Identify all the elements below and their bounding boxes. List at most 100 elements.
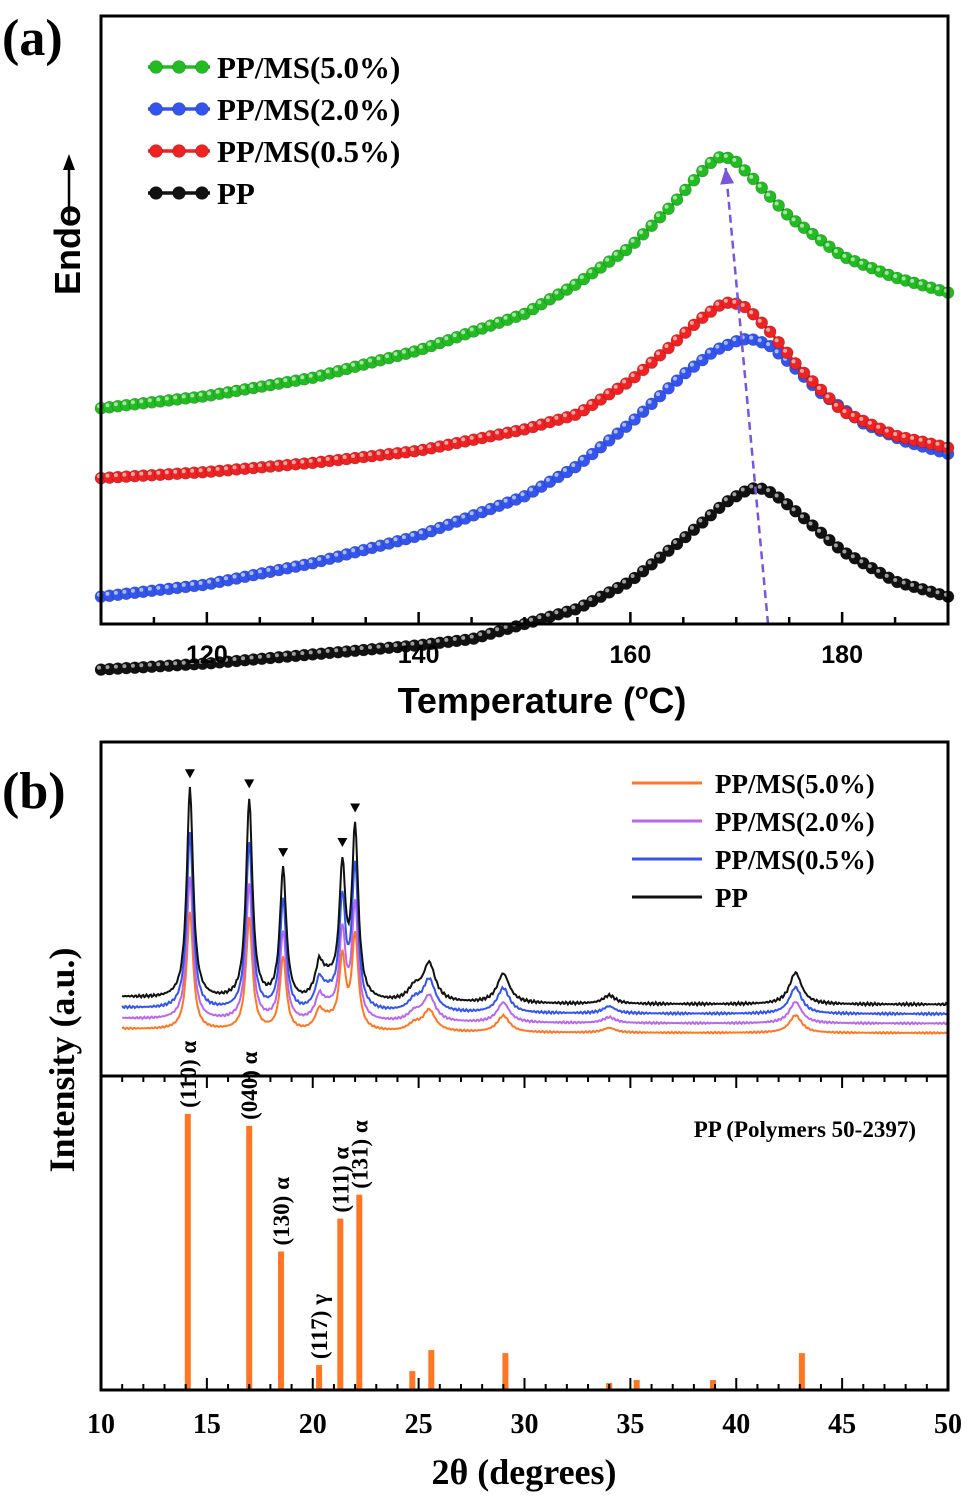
- dsc-marker-highlight: [596, 263, 601, 268]
- dsc-marker-highlight: [444, 637, 449, 642]
- dsc-marker-highlight: [825, 394, 830, 399]
- dsc-marker-highlight: [418, 344, 423, 349]
- reference-bar: [316, 1365, 323, 1389]
- dsc-marker-highlight: [334, 648, 339, 653]
- dsc-marker-highlight: [808, 377, 813, 382]
- dsc-marker-highlight: [537, 420, 542, 425]
- dsc-marker-highlight: [783, 348, 788, 353]
- dsc-marker-highlight: [562, 413, 567, 418]
- dsc-marker-highlight: [291, 460, 296, 465]
- dsc-marker-highlight: [241, 572, 245, 577]
- dsc-marker-highlight: [715, 344, 720, 349]
- dsc-marker-highlight: [715, 503, 720, 508]
- dsc-marker-highlight: [935, 441, 940, 446]
- dsc-marker-highlight: [427, 527, 432, 532]
- dsc-marker-highlight: [689, 320, 694, 325]
- dsc-marker-highlight: [673, 540, 677, 544]
- dsc-marker-highlight: [351, 362, 356, 367]
- dsc-series-pp: [94, 482, 955, 676]
- dsc-marker-highlight: [418, 640, 423, 645]
- dsc-marker-highlight: [164, 396, 169, 401]
- dsc-series-pp-ms-0-5: [94, 296, 955, 485]
- dsc-marker-highlight: [757, 318, 762, 323]
- peak-marker: [350, 803, 361, 813]
- dsc-marker-highlight: [410, 447, 415, 452]
- dsc-marker-highlight: [817, 385, 821, 390]
- dsc-marker-highlight: [401, 349, 406, 354]
- dsc-marker-highlight: [935, 590, 940, 595]
- dsc-marker-highlight: [173, 583, 178, 588]
- dsc-marker-highlight: [198, 392, 203, 397]
- dsc-marker-highlight: [732, 299, 737, 304]
- xrd-x-ticks: 10 15 20 25 30 35 40 45 50: [87, 1076, 962, 1440]
- dsc-marker-highlight: [774, 349, 779, 354]
- dsc-marker-highlight: [554, 610, 559, 615]
- dsc-y-axis-title: Endo: [47, 205, 88, 295]
- dsc-marker-highlight: [190, 393, 195, 398]
- dsc-marker-highlight: [537, 300, 542, 305]
- xrd-legend-item-pp: PP: [632, 883, 748, 913]
- dsc-marker-highlight: [622, 379, 627, 384]
- dsc-y-axis-title-group: Endo: [47, 205, 88, 295]
- peak-shift-arrow: [720, 167, 770, 625]
- dsc-marker-highlight: [198, 659, 203, 664]
- dsc-marker-highlight: [249, 464, 254, 468]
- dsc-y-axis-arrow: [63, 154, 75, 225]
- legend-swatch-marker: [172, 60, 186, 74]
- dsc-chart: 120 140 160 180 PP/MS(5.0%)PP/MS(2.0%)PP/MS…: [47, 14, 955, 721]
- dsc-marker-highlight: [630, 238, 635, 243]
- dsc-marker-highlight: [130, 472, 135, 477]
- dsc-marker-highlight: [571, 280, 576, 285]
- legend-swatch-marker: [172, 102, 186, 116]
- dsc-marker-highlight: [681, 369, 686, 374]
- dsc-marker-highlight: [122, 664, 127, 669]
- dsc-marker-highlight: [673, 336, 677, 341]
- dsc-marker-highlight: [147, 398, 152, 403]
- dsc-marker-highlight: [241, 464, 245, 469]
- dsc-marker-highlight: [647, 560, 652, 565]
- dsc-marker-highlight: [613, 584, 618, 588]
- dsc-marker-highlight: [656, 351, 660, 356]
- legend-swatch-marker: [172, 186, 186, 200]
- dsc-x-ticks: 120 140 160 180: [99, 612, 950, 669]
- dsc-marker-highlight: [571, 410, 576, 415]
- dsc-marker-highlight: [833, 249, 838, 253]
- dsc-marker-highlight: [207, 579, 212, 584]
- dsc-marker-highlight: [529, 617, 533, 622]
- dsc-marker-highlight: [664, 384, 669, 389]
- legend-swatch-marker: [172, 144, 186, 158]
- dsc-marker-highlight: [588, 597, 593, 602]
- dsc-marker-highlight: [766, 192, 771, 197]
- dsc-marker-highlight: [554, 415, 559, 420]
- dsc-legend: PP/MS(5.0%) PP/MS(2.0%) PP/MS(0.5%) PP: [148, 50, 400, 211]
- dsc-marker-highlight: [698, 518, 703, 523]
- dsc-marker-highlight: [588, 269, 593, 274]
- legend-swatch-marker: [149, 186, 163, 200]
- dsc-marker-highlight: [317, 457, 322, 462]
- dsc-marker-highlight: [401, 535, 406, 540]
- dsc-marker: [755, 316, 769, 330]
- dsc-marker-highlight: [300, 560, 305, 565]
- dsc-marker-highlight: [579, 601, 584, 606]
- xrd-x-tick-label: 15: [193, 1409, 221, 1440]
- reference-bar: [184, 1113, 191, 1389]
- peak-marker: [278, 848, 289, 858]
- dsc-marker-highlight: [529, 487, 533, 492]
- dsc-marker-highlight: [444, 520, 449, 525]
- dsc-marker-highlight: [283, 564, 288, 569]
- dsc-marker-highlight: [706, 349, 711, 354]
- dsc-marker-highlight: [698, 356, 703, 361]
- dsc-marker-highlight: [105, 403, 110, 408]
- dsc-marker-highlight: [452, 517, 457, 522]
- xrd-series-pp: [121, 786, 949, 1008]
- dsc-marker-highlight: [554, 472, 559, 477]
- dsc-marker-highlight: [605, 257, 610, 262]
- dsc-marker-highlight: [842, 409, 847, 414]
- dsc-marker-highlight: [664, 546, 669, 551]
- dsc-marker-highlight: [274, 653, 279, 658]
- dsc-marker-highlight: [545, 612, 550, 617]
- dsc-marker-highlight: [139, 663, 144, 668]
- dsc-marker-highlight: [766, 327, 771, 332]
- xrd-x-tick-label: 50: [934, 1409, 962, 1440]
